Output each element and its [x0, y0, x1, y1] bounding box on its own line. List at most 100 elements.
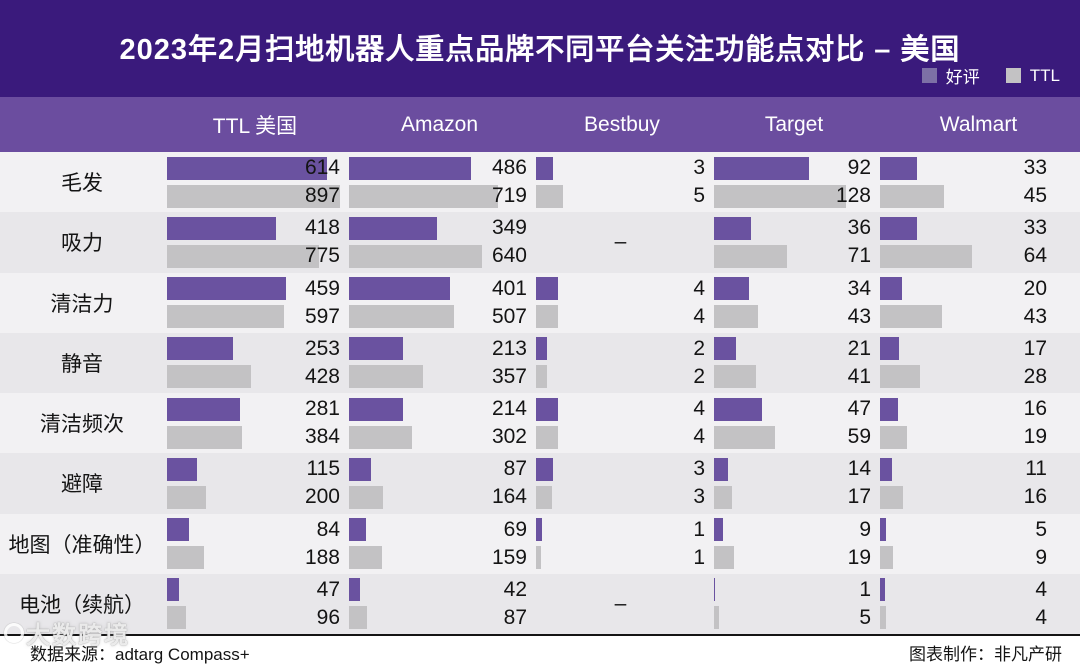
- ttl-bar: [167, 606, 186, 630]
- feature-label: 静音: [61, 352, 103, 376]
- bar-line: 71: [714, 244, 871, 268]
- bar-value-label: 2: [693, 364, 705, 388]
- bar-value-label: 384: [304, 425, 340, 449]
- bar-cell: 213 357: [346, 333, 533, 393]
- bar-value-label: 87: [503, 457, 527, 481]
- ttl-bar: [880, 244, 972, 268]
- bar-value-label: 33: [1023, 156, 1047, 180]
- bar-cell: 33 45: [877, 152, 1080, 212]
- bar-line: 507: [349, 305, 527, 329]
- bar-line: 47: [167, 578, 340, 602]
- bar-cell: 92 128: [711, 152, 877, 212]
- table-row: 清洁频次 281 384 214 302 4 4 47 59 16 19: [0, 393, 1080, 454]
- data-source-text: 数据来源：adtarg Compass+: [30, 645, 250, 664]
- bar-value-label: 9: [1035, 545, 1047, 569]
- bar-line: 4: [880, 577, 1047, 602]
- bar-value-label: 34: [847, 276, 871, 300]
- bar-cell: 486 719: [346, 152, 533, 212]
- positive-bar: [880, 277, 903, 301]
- bar-line: 9: [880, 545, 1047, 570]
- positive-bar: [536, 277, 558, 301]
- bar-value-label: 36: [847, 216, 871, 240]
- bar-value-label: 43: [1023, 304, 1047, 328]
- bar-value-label: 4: [693, 425, 705, 449]
- bar-line: 2: [536, 336, 705, 361]
- bar-line: 14: [714, 457, 871, 481]
- bar-line: 115: [167, 457, 340, 481]
- positive-bar: [714, 518, 724, 542]
- bar-value-label: 69: [503, 517, 527, 541]
- positive-bar: [880, 518, 886, 542]
- legend: 好评 TTL: [921, 63, 1060, 88]
- chart-credit-text: 图表制作：非凡产研: [909, 645, 1062, 664]
- bar-cell: 69 159: [346, 514, 533, 574]
- chart-rows: 毛发 614 897 486 719 3 5 92 128 33 45 吸力 418 775 349 640–…: [0, 152, 1080, 634]
- bar-cell: 84 188: [164, 514, 346, 574]
- bar-cell: 9 19: [711, 514, 877, 574]
- title-bar: 2023年2月扫地机器人重点品牌不同平台关注功能点对比 – 美国 好评 TTL: [0, 0, 1080, 97]
- positive-bar: [714, 216, 752, 240]
- bar-line: 281: [167, 397, 340, 421]
- bar-line: 614: [167, 156, 340, 180]
- column-header-walmart: Walmart: [939, 112, 1018, 136]
- bar-value-label: 20: [1023, 276, 1047, 300]
- positive-bar: [167, 457, 197, 481]
- bar-line: 96: [167, 606, 340, 630]
- bar-value-label: 1: [859, 577, 871, 601]
- bar-value-label: 486: [491, 156, 527, 180]
- bar-line: 200: [167, 485, 340, 509]
- positive-bar: [880, 457, 893, 481]
- bar-value-label: 213: [491, 336, 527, 360]
- bar-line: 42: [349, 578, 527, 602]
- bar-cell: 36 71: [711, 212, 877, 272]
- bar-value-label: 5: [859, 605, 871, 629]
- bar-line: 11: [880, 457, 1047, 481]
- positive-bar: [880, 216, 917, 240]
- ttl-bar: [349, 546, 382, 570]
- bar-value-label: 3: [693, 457, 705, 481]
- bar-line: 5: [714, 605, 871, 630]
- positive-bar: [349, 337, 403, 361]
- bar-value-label: 19: [1023, 425, 1047, 449]
- bar-line: 1: [714, 577, 871, 602]
- bar-value-label: 159: [491, 545, 527, 569]
- bar-line: 2: [536, 364, 705, 389]
- bar-value-label: 188: [304, 545, 340, 569]
- ttl-bar: [536, 305, 558, 329]
- bar-line: 775: [167, 244, 340, 268]
- bar-value-label: 640: [491, 244, 527, 268]
- bar-value-label: 418: [304, 216, 340, 240]
- ttl-bar: [536, 184, 563, 208]
- bar-line: 69: [349, 517, 527, 542]
- bar-value-label: 4: [693, 397, 705, 421]
- bar-line: 4: [536, 277, 705, 301]
- bar-value-label: 4: [1035, 577, 1047, 601]
- bar-line: 19: [880, 425, 1047, 449]
- positive-swatch-icon: [921, 68, 937, 83]
- bar-line: 21: [714, 337, 871, 361]
- table-row: 避障 115 200 87 164 3 3 14 17 11 16: [0, 453, 1080, 514]
- feature-label: 地图（准确性）: [8, 533, 156, 557]
- positive-bar: [167, 156, 327, 180]
- bar-value-label: 43: [847, 304, 871, 328]
- positive-bar: [880, 397, 898, 421]
- bar-value-label: 214: [491, 397, 527, 421]
- bar-line: 5: [536, 184, 705, 208]
- bar-value-label: 614: [304, 156, 340, 180]
- column-header-ttl-us: TTL 美国: [212, 114, 298, 138]
- ttl-bar: [167, 244, 319, 268]
- ttl-bar: [714, 365, 757, 389]
- ttl-bar: [880, 485, 903, 509]
- bar-value-label: 164: [491, 485, 527, 509]
- bar-value-label: 2: [693, 336, 705, 360]
- bar-line: 597: [167, 305, 340, 329]
- bar-line: 84: [167, 518, 340, 542]
- footer: 数据来源：adtarg Compass+ 图表制作：非凡产研: [0, 634, 1080, 669]
- ttl-bar: [714, 546, 734, 570]
- positive-bar: [714, 277, 749, 301]
- bar-value-label: 3: [693, 485, 705, 509]
- table-row: 毛发 614 897 486 719 3 5 92 128 33 45: [0, 152, 1080, 213]
- positive-bar: [714, 457, 729, 481]
